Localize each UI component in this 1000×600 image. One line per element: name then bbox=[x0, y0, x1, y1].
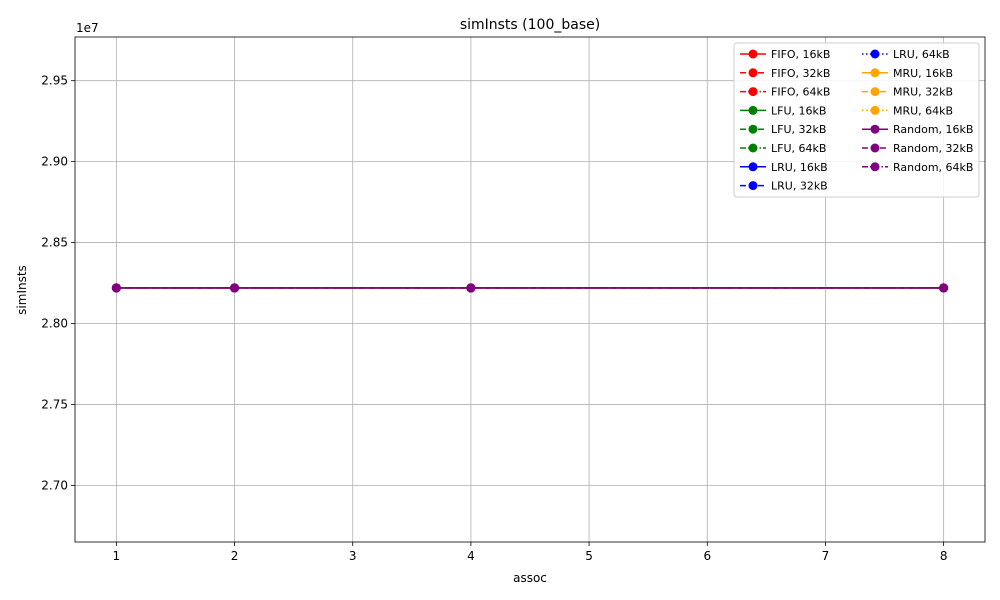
legend-label: LRU, 32kB bbox=[771, 180, 828, 193]
legend-swatch-marker bbox=[748, 68, 758, 78]
legend: FIFO, 16kB FIFO, 32kB FIFO, 64kB LFU, 16kB L… bbox=[733, 42, 980, 198]
legend-swatch-marker bbox=[870, 68, 880, 78]
y-tick-label: 2.90 bbox=[41, 155, 68, 169]
legend-swatch-marker bbox=[748, 105, 758, 115]
y-tick-label: 2.80 bbox=[41, 316, 68, 330]
y-tick-label: 2.85 bbox=[41, 236, 68, 250]
legend-label: MRU, 32kB bbox=[893, 86, 953, 99]
legend-swatch-marker bbox=[870, 87, 880, 97]
x-tick-label: 5 bbox=[585, 549, 593, 563]
x-axis-label: assoc bbox=[513, 571, 547, 585]
legend-swatch-marker bbox=[870, 49, 880, 59]
chart-title: simInsts (100_base) bbox=[460, 17, 600, 33]
legend-swatch-marker bbox=[870, 124, 880, 134]
x-tick-label: 3 bbox=[349, 549, 357, 563]
y-tick-label: 2.95 bbox=[41, 74, 68, 88]
legend-label: LRU, 16kB bbox=[771, 161, 828, 174]
legend-label: MRU, 64kB bbox=[893, 104, 953, 117]
x-tick-label: 7 bbox=[822, 549, 830, 563]
legend-label: Random, 32kB bbox=[893, 142, 973, 155]
legend-label: LFU, 32kB bbox=[771, 123, 826, 136]
y-offset-label: 1e7 bbox=[76, 21, 99, 35]
legend-swatch-marker bbox=[748, 143, 758, 153]
legend-swatch-marker bbox=[748, 162, 758, 172]
y-axis-label: simInsts bbox=[15, 265, 29, 315]
x-tick-label: 4 bbox=[467, 549, 475, 563]
legend-swatch-marker bbox=[748, 87, 758, 97]
series-layer bbox=[111, 283, 949, 293]
plot-frame bbox=[74, 36, 986, 543]
legend-label: Random, 16kB bbox=[893, 123, 973, 136]
legend-swatch-marker bbox=[748, 181, 758, 191]
data-point bbox=[111, 283, 121, 293]
data-point bbox=[466, 283, 476, 293]
legend-swatch-marker bbox=[748, 124, 758, 134]
data-point bbox=[230, 283, 240, 293]
legend-label: Random, 64kB bbox=[893, 161, 973, 174]
legend-swatch-marker bbox=[870, 162, 880, 172]
x-tick-label: 2 bbox=[231, 549, 239, 563]
legend-label: LFU, 16kB bbox=[771, 104, 826, 117]
x-tick-label: 1 bbox=[113, 549, 121, 563]
legend-swatch-marker bbox=[870, 143, 880, 153]
legend-label: LRU, 64kB bbox=[893, 48, 950, 61]
y-tick-label: 2.75 bbox=[41, 397, 68, 411]
data-point bbox=[939, 283, 949, 293]
legend-label: LFU, 64kB bbox=[771, 142, 826, 155]
legend-box bbox=[733, 42, 980, 198]
x-tick-label: 6 bbox=[703, 549, 711, 563]
legend-label: FIFO, 32kB bbox=[771, 67, 830, 80]
legend-swatch-marker bbox=[870, 105, 880, 115]
legend-label: MRU, 16kB bbox=[893, 67, 953, 80]
legend-label: FIFO, 64kB bbox=[771, 86, 830, 99]
axes-layer: 1 2 3 4 5 6 7 8 2.70 2.75 2.80 2.85 2.90 2.95 bbox=[41, 36, 986, 563]
legend-swatch-marker bbox=[748, 49, 758, 59]
y-tick-label: 2.70 bbox=[41, 478, 68, 492]
legend-label: FIFO, 16kB bbox=[771, 48, 830, 61]
x-tick-label: 8 bbox=[940, 549, 948, 563]
